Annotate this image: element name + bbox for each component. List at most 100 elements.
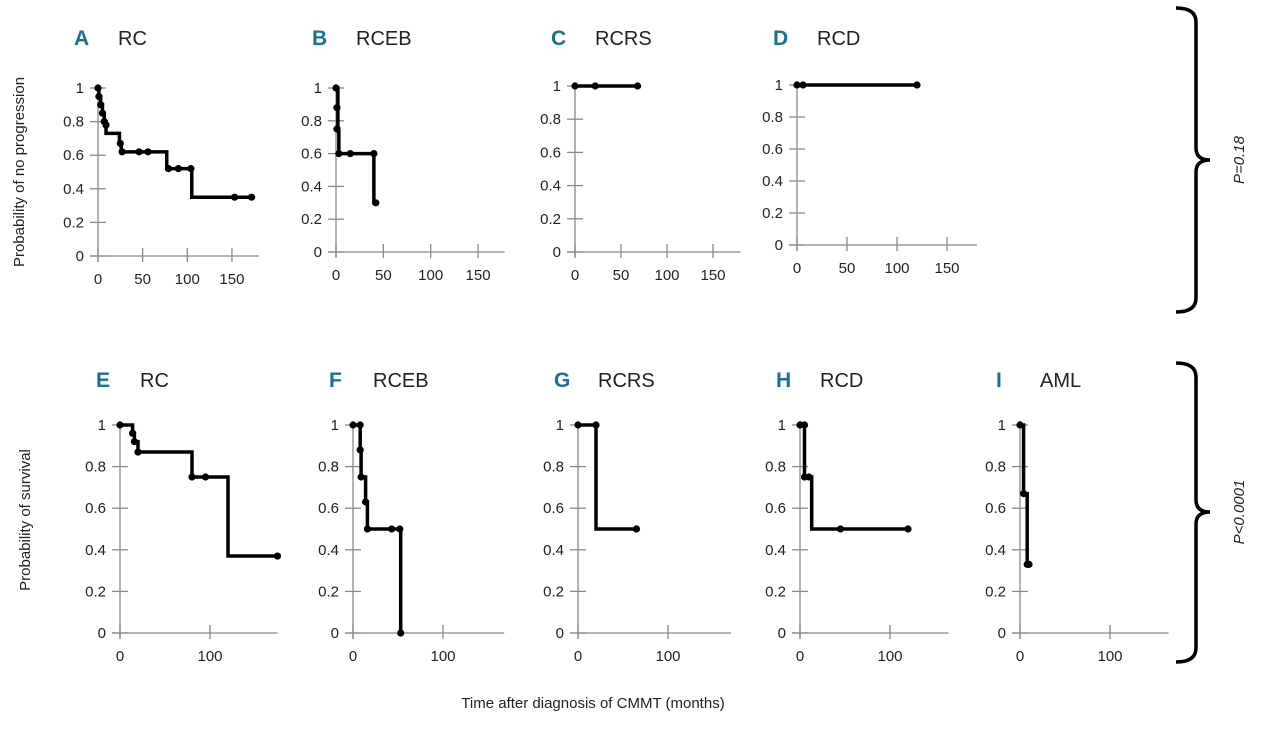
censor-mark	[332, 84, 340, 92]
bracket-top	[1175, 6, 1211, 314]
y-tick-label: 0.4	[985, 542, 1006, 559]
censor-mark	[333, 125, 341, 133]
censor-mark	[357, 473, 365, 481]
survival-curve	[353, 423, 403, 633]
x-tick-label: 100	[655, 648, 680, 665]
panel-title: RCEB	[373, 370, 429, 392]
y-tick-label: 0.8	[540, 111, 561, 128]
y-tick-label: 1	[778, 417, 786, 434]
y-tick-label: 0.6	[985, 500, 1006, 517]
y-tick-label: 0.2	[318, 583, 339, 600]
x-tick-label: 100	[175, 271, 200, 288]
y-tick-label: 0.8	[63, 114, 84, 131]
y-tick-label: 0	[556, 625, 564, 642]
x-tick-label: 150	[219, 271, 244, 288]
y-tick-label: 0	[76, 248, 84, 265]
censor-mark	[1016, 421, 1024, 429]
y-axis-label-bottom: Probability of survival	[17, 449, 34, 591]
x-tick-label: 0	[349, 648, 357, 665]
y-tick-label: 1	[556, 417, 564, 434]
y-tick-label: 0.2	[543, 583, 564, 600]
y-tick-label: 0.8	[765, 459, 786, 476]
panel-title: RC	[118, 28, 147, 50]
panel-h: H RCD 0 0.2 0.4 0.6 0.8 1 0 100	[765, 369, 949, 665]
y-tick-label: 0	[553, 244, 561, 261]
y-tick-label: 0.2	[85, 583, 106, 600]
y-tick-label: 0	[778, 625, 786, 642]
x-tick-label: 100	[884, 260, 909, 277]
x-tick-label: 100	[430, 648, 455, 665]
y-tick-label: 0.8	[301, 113, 322, 130]
x-tick-label: 100	[877, 648, 902, 665]
survival-curve	[578, 423, 637, 531]
y-tick-label: 0.6	[63, 147, 84, 164]
y-tick-label: 0.4	[765, 542, 786, 559]
censor-mark	[362, 498, 370, 506]
y-tick-label: 0.2	[765, 583, 786, 600]
panel-letter: E	[96, 369, 110, 392]
y-tick-label: 0.2	[63, 214, 84, 231]
censor-mark	[363, 525, 371, 533]
panel-a: A RC 0 0.2 0.4 0.6 0.8 1 0 50 100 150	[63, 27, 259, 288]
x-tick-label: 150	[700, 267, 725, 284]
censor-mark	[187, 165, 195, 173]
censor-mark	[799, 81, 807, 89]
panel-letter: I	[996, 369, 1002, 392]
x-tick-label: 0	[332, 267, 340, 284]
censor-mark	[356, 421, 364, 429]
panel-d: D RCD 0 0.2 0.4 0.6 0.8 1 0 50 100 150	[762, 27, 977, 277]
censor-mark	[134, 448, 142, 456]
censor-mark	[247, 193, 256, 201]
y-tick-label: 0.4	[540, 178, 561, 195]
y-tick-label: 1	[76, 80, 84, 97]
x-tick-label: 0	[796, 648, 804, 665]
y-tick-label: 0.6	[765, 500, 786, 517]
panel-title: RCRS	[598, 370, 655, 392]
x-tick-label: 100	[418, 267, 443, 284]
censor-mark	[273, 552, 282, 560]
y-tick-label: 0.4	[762, 173, 783, 190]
y-tick-label: 0	[98, 625, 106, 642]
panel-letter: B	[312, 27, 327, 50]
censor-mark	[574, 421, 582, 429]
censor-mark	[904, 525, 912, 533]
censor-mark	[201, 473, 210, 481]
censor-mark	[372, 199, 380, 207]
p-value-top: P=0.18	[1231, 135, 1248, 184]
y-tick-label: 0.6	[301, 146, 322, 163]
y-tick-label: 0.8	[762, 109, 783, 126]
panel-letter: F	[329, 369, 342, 392]
x-tick-label: 50	[613, 267, 630, 284]
y-tick-label: 0.6	[85, 500, 106, 517]
censor-mark	[370, 150, 378, 158]
x-tick-label: 0	[574, 648, 582, 665]
y-tick-label: 0.4	[85, 542, 106, 559]
x-tick-label: 0	[793, 260, 801, 277]
censor-mark	[632, 525, 641, 533]
panel-f: F RCEB 0 0.2 0.4 0.6 0.8 1 0 100	[318, 369, 505, 665]
bracket-bottom	[1175, 361, 1211, 664]
y-tick-label: 1	[998, 417, 1006, 434]
panel-letter: A	[74, 27, 89, 50]
censor-mark	[129, 429, 137, 437]
panel-letter: D	[773, 27, 788, 50]
x-tick-label: 50	[375, 267, 392, 284]
y-tick-label: 0	[775, 237, 783, 254]
censor-mark	[836, 525, 845, 533]
censor-mark	[164, 165, 173, 173]
panel-letter: C	[551, 27, 566, 50]
censor-mark	[1020, 490, 1028, 498]
survival-curve	[800, 423, 908, 531]
x-axis-label: Time after diagnosis of CMMT (months)	[461, 695, 724, 712]
y-tick-label: 0.8	[85, 459, 106, 476]
censor-mark	[346, 150, 354, 158]
panel-title: RCRS	[595, 28, 652, 50]
x-tick-label: 50	[134, 271, 151, 288]
y-tick-label: 0.8	[318, 459, 339, 476]
censor-mark	[231, 193, 239, 201]
y-tick-label: 0	[998, 625, 1006, 642]
censor-mark	[102, 121, 110, 129]
censor-mark	[130, 438, 138, 446]
y-tick-label: 0.6	[543, 500, 564, 517]
